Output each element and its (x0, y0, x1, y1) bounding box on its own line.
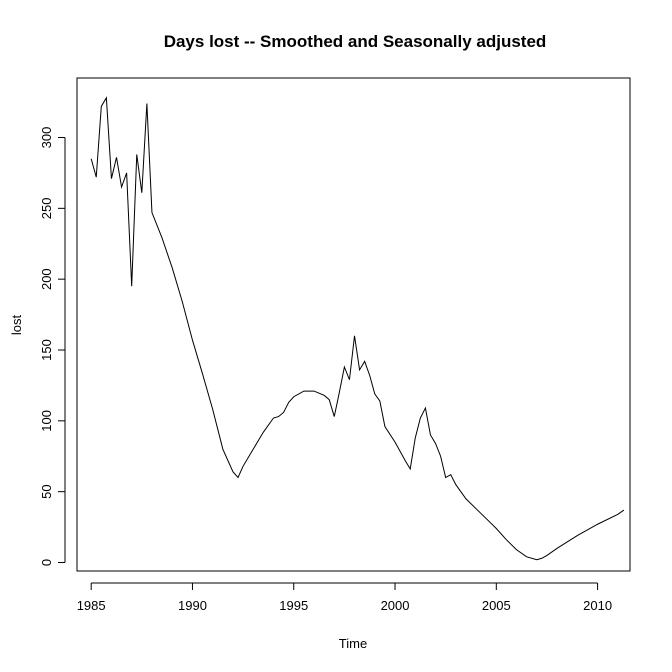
x-tick-label: 1990 (178, 598, 207, 613)
y-tick-label: 250 (39, 197, 54, 219)
x-axis-label: Time (339, 636, 367, 651)
plot-frame (76, 77, 631, 572)
y-tick-label: 50 (39, 484, 54, 498)
y-tick-label: 100 (39, 410, 54, 432)
x-tick-label: 1985 (77, 598, 106, 613)
y-axis: 0 50 100 150 200 250 300 (39, 127, 66, 566)
y-tick-label: 200 (39, 268, 54, 290)
y-tick-label: 300 (39, 127, 54, 149)
series-line (90, 96, 625, 561)
chart-title: Days lost -- Smoothed and Seasonally adj… (164, 32, 547, 51)
y-tick-label: 150 (39, 339, 54, 361)
x-tick-label: 2010 (583, 598, 612, 613)
y-tick-label: 0 (39, 559, 54, 566)
y-axis-label: lost (9, 314, 24, 335)
x-tick-label: 2000 (381, 598, 410, 613)
x-tick-label: 1995 (279, 598, 308, 613)
x-tick-label: 2005 (482, 598, 511, 613)
x-axis: 1985 1990 1995 2000 2005 2010 (77, 582, 612, 613)
